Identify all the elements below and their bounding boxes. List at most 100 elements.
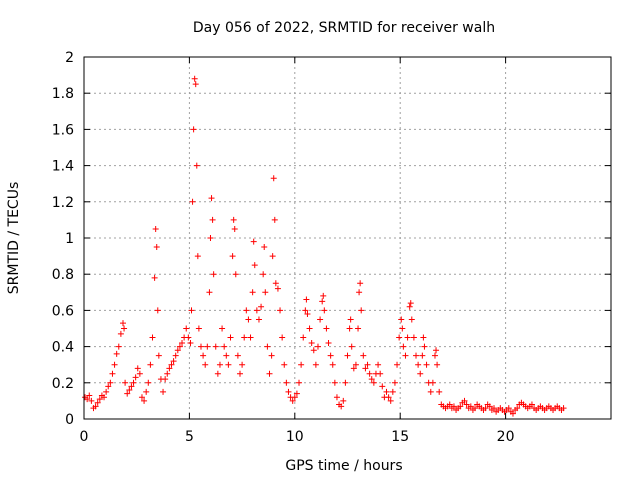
data-point xyxy=(355,325,362,332)
data-point xyxy=(491,405,498,412)
data-point xyxy=(202,361,209,368)
data-point xyxy=(352,361,359,368)
data-point xyxy=(185,334,192,341)
data-point xyxy=(253,307,260,314)
data-point xyxy=(329,361,336,368)
data-point xyxy=(446,401,453,408)
data-point xyxy=(394,361,401,368)
data-point xyxy=(210,271,217,278)
data-point xyxy=(389,388,396,395)
data-point xyxy=(457,403,464,410)
data-point xyxy=(191,75,198,82)
data-point xyxy=(269,253,276,260)
data-point xyxy=(360,352,367,359)
data-point xyxy=(209,216,216,223)
data-point xyxy=(195,325,202,332)
data-point xyxy=(327,352,334,359)
data-point xyxy=(419,352,426,359)
data-point xyxy=(223,352,230,359)
data-point xyxy=(130,379,137,386)
data-point xyxy=(230,216,237,223)
data-point xyxy=(214,370,221,377)
data-point xyxy=(379,383,386,390)
data-point xyxy=(134,365,141,372)
x-tick-label: 5 xyxy=(185,429,194,445)
data-point xyxy=(115,343,122,350)
data-point xyxy=(396,334,403,341)
data-point xyxy=(272,280,279,287)
data-point xyxy=(168,361,175,368)
data-point xyxy=(342,379,349,386)
data-point xyxy=(303,296,310,303)
data-point xyxy=(350,365,357,372)
x-tick-label: 0 xyxy=(80,429,89,445)
data-point xyxy=(450,403,457,410)
data-point xyxy=(289,397,296,404)
data-point xyxy=(420,334,427,341)
data-point xyxy=(310,347,317,354)
data-point xyxy=(236,370,243,377)
data-point xyxy=(314,343,321,350)
data-point xyxy=(194,253,201,260)
x-axis-label: GPS time / hours xyxy=(285,458,402,474)
data-point xyxy=(113,350,120,357)
data-point xyxy=(247,334,254,341)
data-point xyxy=(358,307,365,314)
data-point xyxy=(281,361,288,368)
data-point xyxy=(216,361,223,368)
data-point xyxy=(86,392,93,399)
data-point xyxy=(124,390,131,397)
data-point xyxy=(344,352,351,359)
data-point xyxy=(204,343,211,350)
data-point xyxy=(434,361,441,368)
data-point xyxy=(136,370,143,377)
data-point xyxy=(404,334,411,341)
data-point xyxy=(306,325,313,332)
data-point xyxy=(207,235,214,241)
y-tick-label: 1.4 xyxy=(52,159,74,175)
data-point xyxy=(149,334,156,341)
data-points xyxy=(82,75,567,417)
data-point xyxy=(298,361,305,368)
data-point xyxy=(189,198,196,205)
data-point xyxy=(370,379,377,386)
data-point xyxy=(417,370,424,377)
data-point xyxy=(321,307,328,314)
data-point xyxy=(187,339,194,346)
data-point xyxy=(320,292,327,299)
data-point xyxy=(109,370,116,377)
data-point xyxy=(206,289,213,296)
data-point xyxy=(239,361,246,368)
data-point xyxy=(249,289,256,296)
x-tick-label: 15 xyxy=(391,429,409,445)
data-point xyxy=(208,195,215,202)
data-point xyxy=(170,358,177,365)
data-point xyxy=(347,316,354,323)
y-tick-label: 1 xyxy=(65,231,74,247)
data-point xyxy=(261,244,268,251)
data-point xyxy=(505,405,512,412)
data-point xyxy=(312,361,319,368)
data-point xyxy=(117,330,124,337)
data-point xyxy=(333,394,340,401)
data-point xyxy=(262,289,269,296)
data-point xyxy=(229,253,236,260)
data-point xyxy=(260,271,267,278)
data-point xyxy=(364,361,371,368)
data-point xyxy=(255,316,262,323)
data-point xyxy=(415,361,422,368)
data-point xyxy=(174,347,181,354)
data-point xyxy=(377,370,384,377)
x-tick-label: 20 xyxy=(497,429,515,445)
data-point xyxy=(155,352,162,359)
data-point xyxy=(270,175,277,182)
data-point xyxy=(128,383,135,390)
data-point xyxy=(323,325,330,332)
data-point xyxy=(92,403,99,410)
data-point xyxy=(391,379,398,386)
data-point xyxy=(283,379,290,386)
data-point xyxy=(357,280,364,287)
axis-ticks xyxy=(83,56,611,420)
data-point xyxy=(225,361,232,368)
data-point xyxy=(399,325,406,332)
